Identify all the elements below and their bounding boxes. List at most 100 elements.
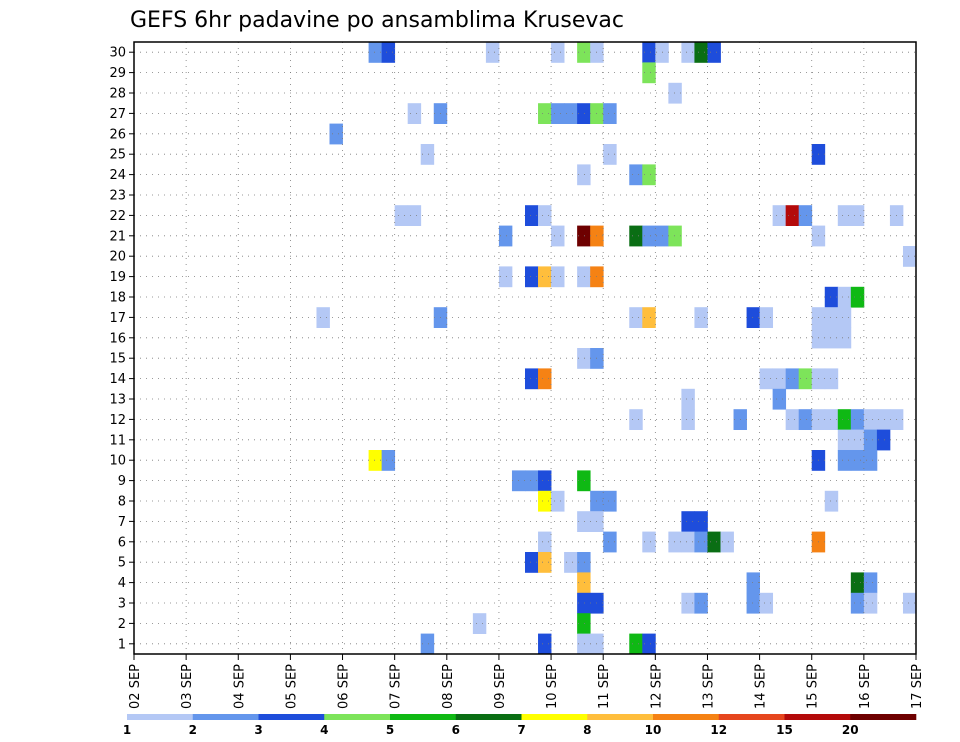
precip-cell	[577, 511, 591, 532]
x-tick-label: 02 SEP	[128, 664, 143, 709]
precip-cell	[329, 123, 343, 145]
legend-label: 12	[710, 723, 727, 737]
precip-cell	[850, 592, 865, 614]
x-tick-label: 03 SEP	[180, 664, 195, 709]
precip-cell	[707, 531, 721, 553]
precip-cell	[837, 307, 852, 328]
precip-cell	[707, 42, 721, 63]
y-tick-label: 26	[109, 127, 126, 142]
y-tick-label: 15	[109, 352, 126, 367]
precip-cell	[876, 429, 891, 451]
y-tick-label: 29	[109, 66, 126, 81]
precip-cell	[525, 470, 539, 492]
precip-cell	[720, 531, 734, 553]
precip-cell	[577, 164, 591, 186]
precip-cell	[525, 205, 539, 226]
precip-cell	[564, 552, 578, 573]
y-tick-label: 22	[109, 209, 126, 224]
y-tick-label: 21	[109, 229, 126, 244]
x-tick-label: 08 SEP	[441, 664, 456, 709]
y-tick-label: 12	[109, 413, 126, 428]
precip-cell	[837, 205, 852, 226]
precip-cell	[850, 409, 865, 430]
precip-cell	[642, 531, 656, 553]
x-tick-label: 14 SEP	[754, 664, 769, 709]
y-tick-label: 30	[109, 46, 126, 61]
x-tick-label: 09 SEP	[493, 664, 508, 709]
y-tick-label: 24	[109, 168, 126, 183]
y-tick-label: 2	[118, 617, 126, 632]
precip-cell	[577, 470, 591, 492]
precip-cell	[577, 552, 591, 573]
precip-cell	[746, 592, 760, 614]
x-tick-label: 06 SEP	[337, 664, 352, 709]
precip-cell	[837, 327, 852, 349]
legend-swatch	[521, 714, 588, 720]
precip-cell	[368, 42, 383, 63]
precip-cell	[824, 307, 839, 328]
precip-cell	[837, 409, 852, 430]
legend-label: 6	[452, 723, 460, 737]
color-legend: 1 2 3 4 5 6 7 8 10 12 15 20	[123, 714, 917, 737]
precip-cell	[785, 205, 800, 226]
precip-cell	[551, 225, 565, 247]
precip-cell	[538, 368, 552, 390]
precip-cell	[629, 225, 643, 247]
legend-swatch	[850, 714, 917, 720]
precip-cell	[551, 103, 565, 124]
legend-swatch	[455, 714, 522, 720]
precip-cell	[850, 450, 865, 471]
precip-cell	[694, 592, 708, 614]
precip-cell	[642, 225, 656, 247]
legend-label: 20	[842, 723, 859, 737]
y-tick-label: 28	[109, 87, 126, 102]
legend-swatch	[127, 714, 194, 720]
precip-cell	[538, 490, 552, 512]
precip-cell	[498, 225, 513, 247]
precip-cell	[381, 450, 396, 471]
y-tick-label: 8	[118, 495, 126, 510]
precip-cell	[902, 592, 917, 614]
precip-cell	[694, 511, 708, 532]
precip-cell	[824, 409, 839, 430]
precip-cell	[642, 164, 656, 186]
precip-cell	[798, 205, 813, 226]
precip-cell	[824, 490, 839, 512]
x-tick-label: 16 SEP	[858, 664, 873, 709]
precip-cell	[420, 633, 435, 655]
precip-cell	[694, 42, 708, 63]
precip-cell	[798, 368, 813, 390]
precip-cell	[746, 572, 760, 594]
y-axis: 1234567891011121314151617181920212223242…	[109, 46, 134, 652]
legend-label: 15	[776, 723, 793, 737]
x-tick-label: 11 SEP	[597, 664, 612, 709]
precip-cell	[681, 511, 695, 532]
precip-cell	[629, 164, 643, 186]
legend-label: 2	[189, 723, 197, 737]
precip-cell	[668, 225, 682, 247]
precip-cell	[642, 307, 656, 328]
precip-cell	[577, 103, 591, 124]
legend-swatch	[192, 714, 259, 720]
y-tick-label: 27	[109, 107, 126, 122]
legend-swatch	[390, 714, 457, 720]
precip-cell	[694, 307, 708, 328]
x-tick-label: 04 SEP	[232, 664, 247, 709]
precip-cell	[824, 286, 839, 308]
precip-cell	[603, 103, 617, 124]
precip-cell	[577, 633, 591, 655]
y-tick-label: 11	[109, 433, 126, 448]
precip-cell	[694, 531, 708, 553]
precip-cell	[538, 552, 552, 573]
y-tick-label: 4	[118, 576, 126, 591]
precip-cell	[681, 531, 695, 553]
precip-cell	[681, 409, 695, 430]
precip-cell	[551, 490, 565, 512]
precip-cell	[603, 144, 617, 165]
x-tick-label: 10 SEP	[545, 664, 560, 709]
y-tick-label: 10	[109, 454, 126, 469]
precip-cell	[407, 103, 422, 124]
precip-cell	[772, 205, 787, 226]
precip-cell	[420, 144, 435, 165]
precip-cell	[772, 368, 787, 390]
